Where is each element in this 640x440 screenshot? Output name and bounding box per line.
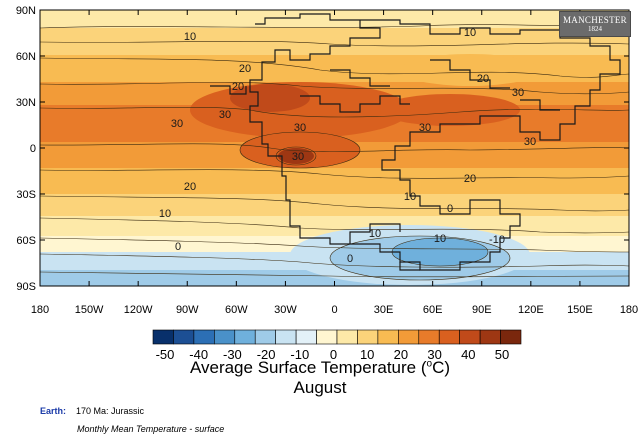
- colorbar-swatch: [193, 329, 215, 345]
- contour-label: 30: [419, 122, 431, 134]
- x-tick-label: 90W: [176, 304, 199, 316]
- colorbar-swatch: [152, 329, 174, 345]
- colorbar-label: -50: [156, 347, 175, 362]
- y-tick-label: 30N: [16, 97, 36, 109]
- x-tick-label: 180: [620, 304, 638, 316]
- x-tick-label: 30E: [374, 304, 394, 316]
- colorbar-label: 50: [495, 347, 509, 362]
- contour-label: 30: [292, 151, 304, 163]
- colorbar-swatch: [500, 329, 522, 345]
- earth-value: 170 Ma: Jurassic: [76, 406, 145, 416]
- x-tick-label: 60E: [423, 304, 443, 316]
- x-tick-label: 120W: [124, 304, 153, 316]
- colorbar-title-text: Average Surface Temperature (: [189, 358, 427, 377]
- colorbar-title: Average Surface Temperature (oC): [0, 358, 640, 378]
- degree-mark: o: [426, 358, 433, 370]
- contour-label: 20: [477, 73, 489, 85]
- contour-label: 10: [464, 27, 476, 39]
- colorbar-swatch: [214, 329, 236, 345]
- contour-label: 30: [294, 122, 306, 134]
- month-label: August: [293, 378, 347, 397]
- manchester-logo: MANCHESTER 1824: [559, 11, 631, 37]
- x-tick-label: 150E: [567, 304, 593, 316]
- contour-label: -10: [489, 234, 505, 246]
- y-tick-label: 60S: [16, 235, 36, 247]
- colorbar-swatch: [173, 329, 195, 345]
- y-tick-label: 90N: [16, 5, 36, 17]
- colorbar-label: 20: [394, 347, 408, 362]
- colorbar-swatch: [377, 329, 399, 345]
- y-tick-label: 0: [30, 143, 36, 155]
- logo-year: 1824: [588, 25, 602, 33]
- contour-label: 0: [347, 253, 353, 265]
- continent-outlines: [210, 13, 621, 271]
- colorbar-label: 0: [330, 347, 337, 362]
- contour-label: 30: [512, 87, 524, 99]
- colorbar: -50 -40 -30 -20 -10 0 10 20 30 40 50: [152, 329, 522, 362]
- contour-label: 0: [447, 203, 453, 215]
- colorbar-label: -10: [290, 347, 309, 362]
- y-tick-label: 30S: [16, 189, 36, 201]
- contour-label: 0: [175, 241, 181, 253]
- colorbar-title-unit: C): [432, 358, 451, 377]
- earth-info: Earth: 170 Ma: Jurassic: [40, 406, 144, 416]
- contour-label: 10: [369, 228, 381, 240]
- x-tick-label: 0: [331, 304, 337, 316]
- colorbar-swatch: [234, 329, 256, 345]
- x-tick-label: 60W: [225, 304, 248, 316]
- x-axis: 180 150W 120W 90W 60W 30W 0 30E 60E 90E 120E 150E 18…: [31, 10, 638, 316]
- colorbar-swatch: [438, 329, 460, 345]
- colorbar-swatch: [459, 329, 481, 345]
- colorbar-swatch: [316, 329, 338, 345]
- contour-label: 10: [404, 191, 416, 203]
- colorbar-swatch: [295, 329, 317, 345]
- colorbar-swatch: [418, 329, 440, 345]
- contour-label: 20: [464, 173, 476, 185]
- contour-label: 10: [184, 31, 196, 43]
- earth-label: Earth:: [40, 406, 67, 416]
- y-tick-label: 90S: [16, 281, 36, 293]
- colorbar-label: 10: [360, 347, 374, 362]
- logo-text: MANCHESTER: [562, 15, 627, 25]
- colorbar-swatch: [479, 329, 501, 345]
- contour-lines: [40, 24, 629, 281]
- x-tick-label: 150W: [75, 304, 104, 316]
- colorbar-swatch: [275, 329, 297, 345]
- contour-label: 20: [239, 63, 251, 75]
- x-tick-label: 90E: [472, 304, 492, 316]
- contour-label: 10: [434, 233, 446, 245]
- contour-labels: 10 20 30 30 30 20 30 30 10 20 30 30 20 10 20 10 10 0 10 0 -1…: [159, 27, 536, 265]
- x-tick-label: 30W: [274, 304, 297, 316]
- contour-label: 10: [159, 208, 171, 220]
- colorbar-swatch: [254, 329, 276, 345]
- colorbar-label: 40: [461, 347, 475, 362]
- x-tick-label: 180: [31, 304, 49, 316]
- contour-label: 30: [171, 118, 183, 130]
- contour-label: 20: [232, 81, 244, 93]
- colorbar-label: -30: [223, 347, 242, 362]
- colorbar-swatch: [336, 329, 358, 345]
- colorbar-swatch: [398, 329, 420, 345]
- colorbar-swatch: [357, 329, 379, 345]
- x-tick-label: 120E: [518, 304, 544, 316]
- contour-label: 20: [184, 181, 196, 193]
- map-subtitle: Monthly Mean Temperature - surface: [77, 424, 225, 434]
- contour-label: 30: [219, 109, 231, 121]
- colorbar-label: -40: [189, 347, 208, 362]
- colorbar-label: -20: [257, 347, 276, 362]
- y-axis: 90N 60N 30N 0 30S 60S 90S: [16, 5, 629, 293]
- y-tick-label: 60N: [16, 51, 36, 63]
- colorbar-label: 30: [427, 347, 441, 362]
- contour-label: 30: [524, 136, 536, 148]
